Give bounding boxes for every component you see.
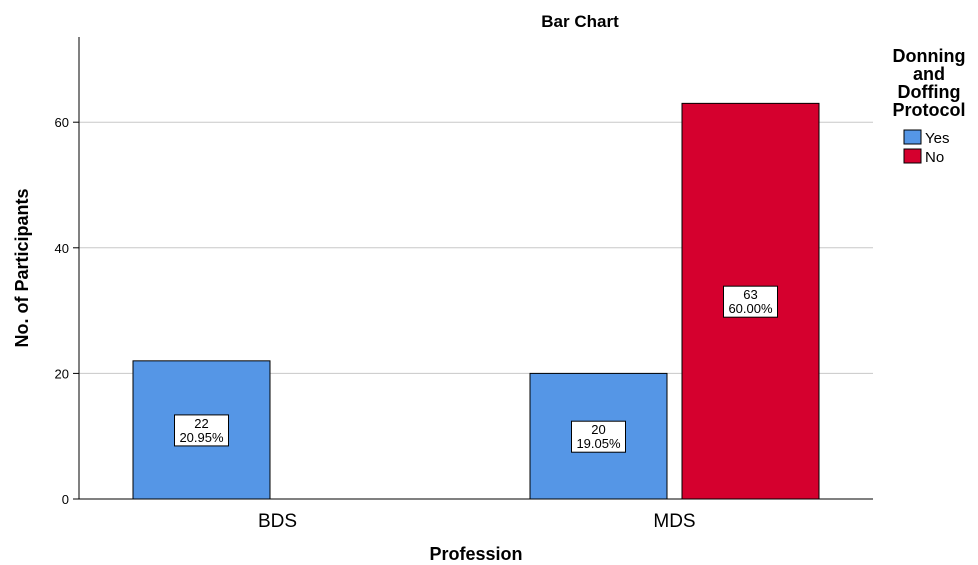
data-label-count: 22	[194, 416, 208, 431]
y-tick-label: 20	[55, 366, 69, 381]
legend-swatch-yes	[903, 129, 922, 145]
x-axis-label: Profession	[429, 544, 522, 564]
legend-swatch-no	[903, 148, 922, 164]
legend-label-yes: Yes	[925, 130, 949, 147]
legend-title: Donning	[893, 46, 966, 66]
legend-title: and	[913, 64, 945, 84]
y-tick-label: 0	[62, 492, 69, 507]
y-axis-label: No. of Participants	[12, 188, 32, 347]
data-label-count: 20	[591, 422, 605, 437]
data-label-box	[174, 414, 229, 447]
x-tick-label: MDS	[653, 511, 695, 532]
legend-title: Doffing	[898, 82, 961, 102]
data-label-count: 63	[743, 287, 757, 302]
legend-title: Protocol	[892, 100, 965, 120]
y-tick-label: 60	[55, 115, 69, 130]
chart-title: Bar Chart	[541, 12, 619, 31]
legend-label-no: No	[925, 149, 944, 166]
bars	[132, 102, 820, 500]
data-label-percent: 60.00%	[728, 301, 773, 316]
x-tick-label: BDS	[258, 511, 297, 532]
bar-bds-yes	[132, 360, 271, 500]
data-label-box	[571, 420, 626, 453]
data-label-percent: 19.05%	[576, 436, 621, 451]
y-tick-label: 40	[55, 241, 69, 256]
data-label-box	[723, 285, 778, 318]
x-tick-labels: BDS MDS	[258, 511, 696, 532]
y-tick-labels: 0 20 40 60	[55, 115, 79, 507]
data-label-percent: 20.95%	[179, 430, 224, 445]
